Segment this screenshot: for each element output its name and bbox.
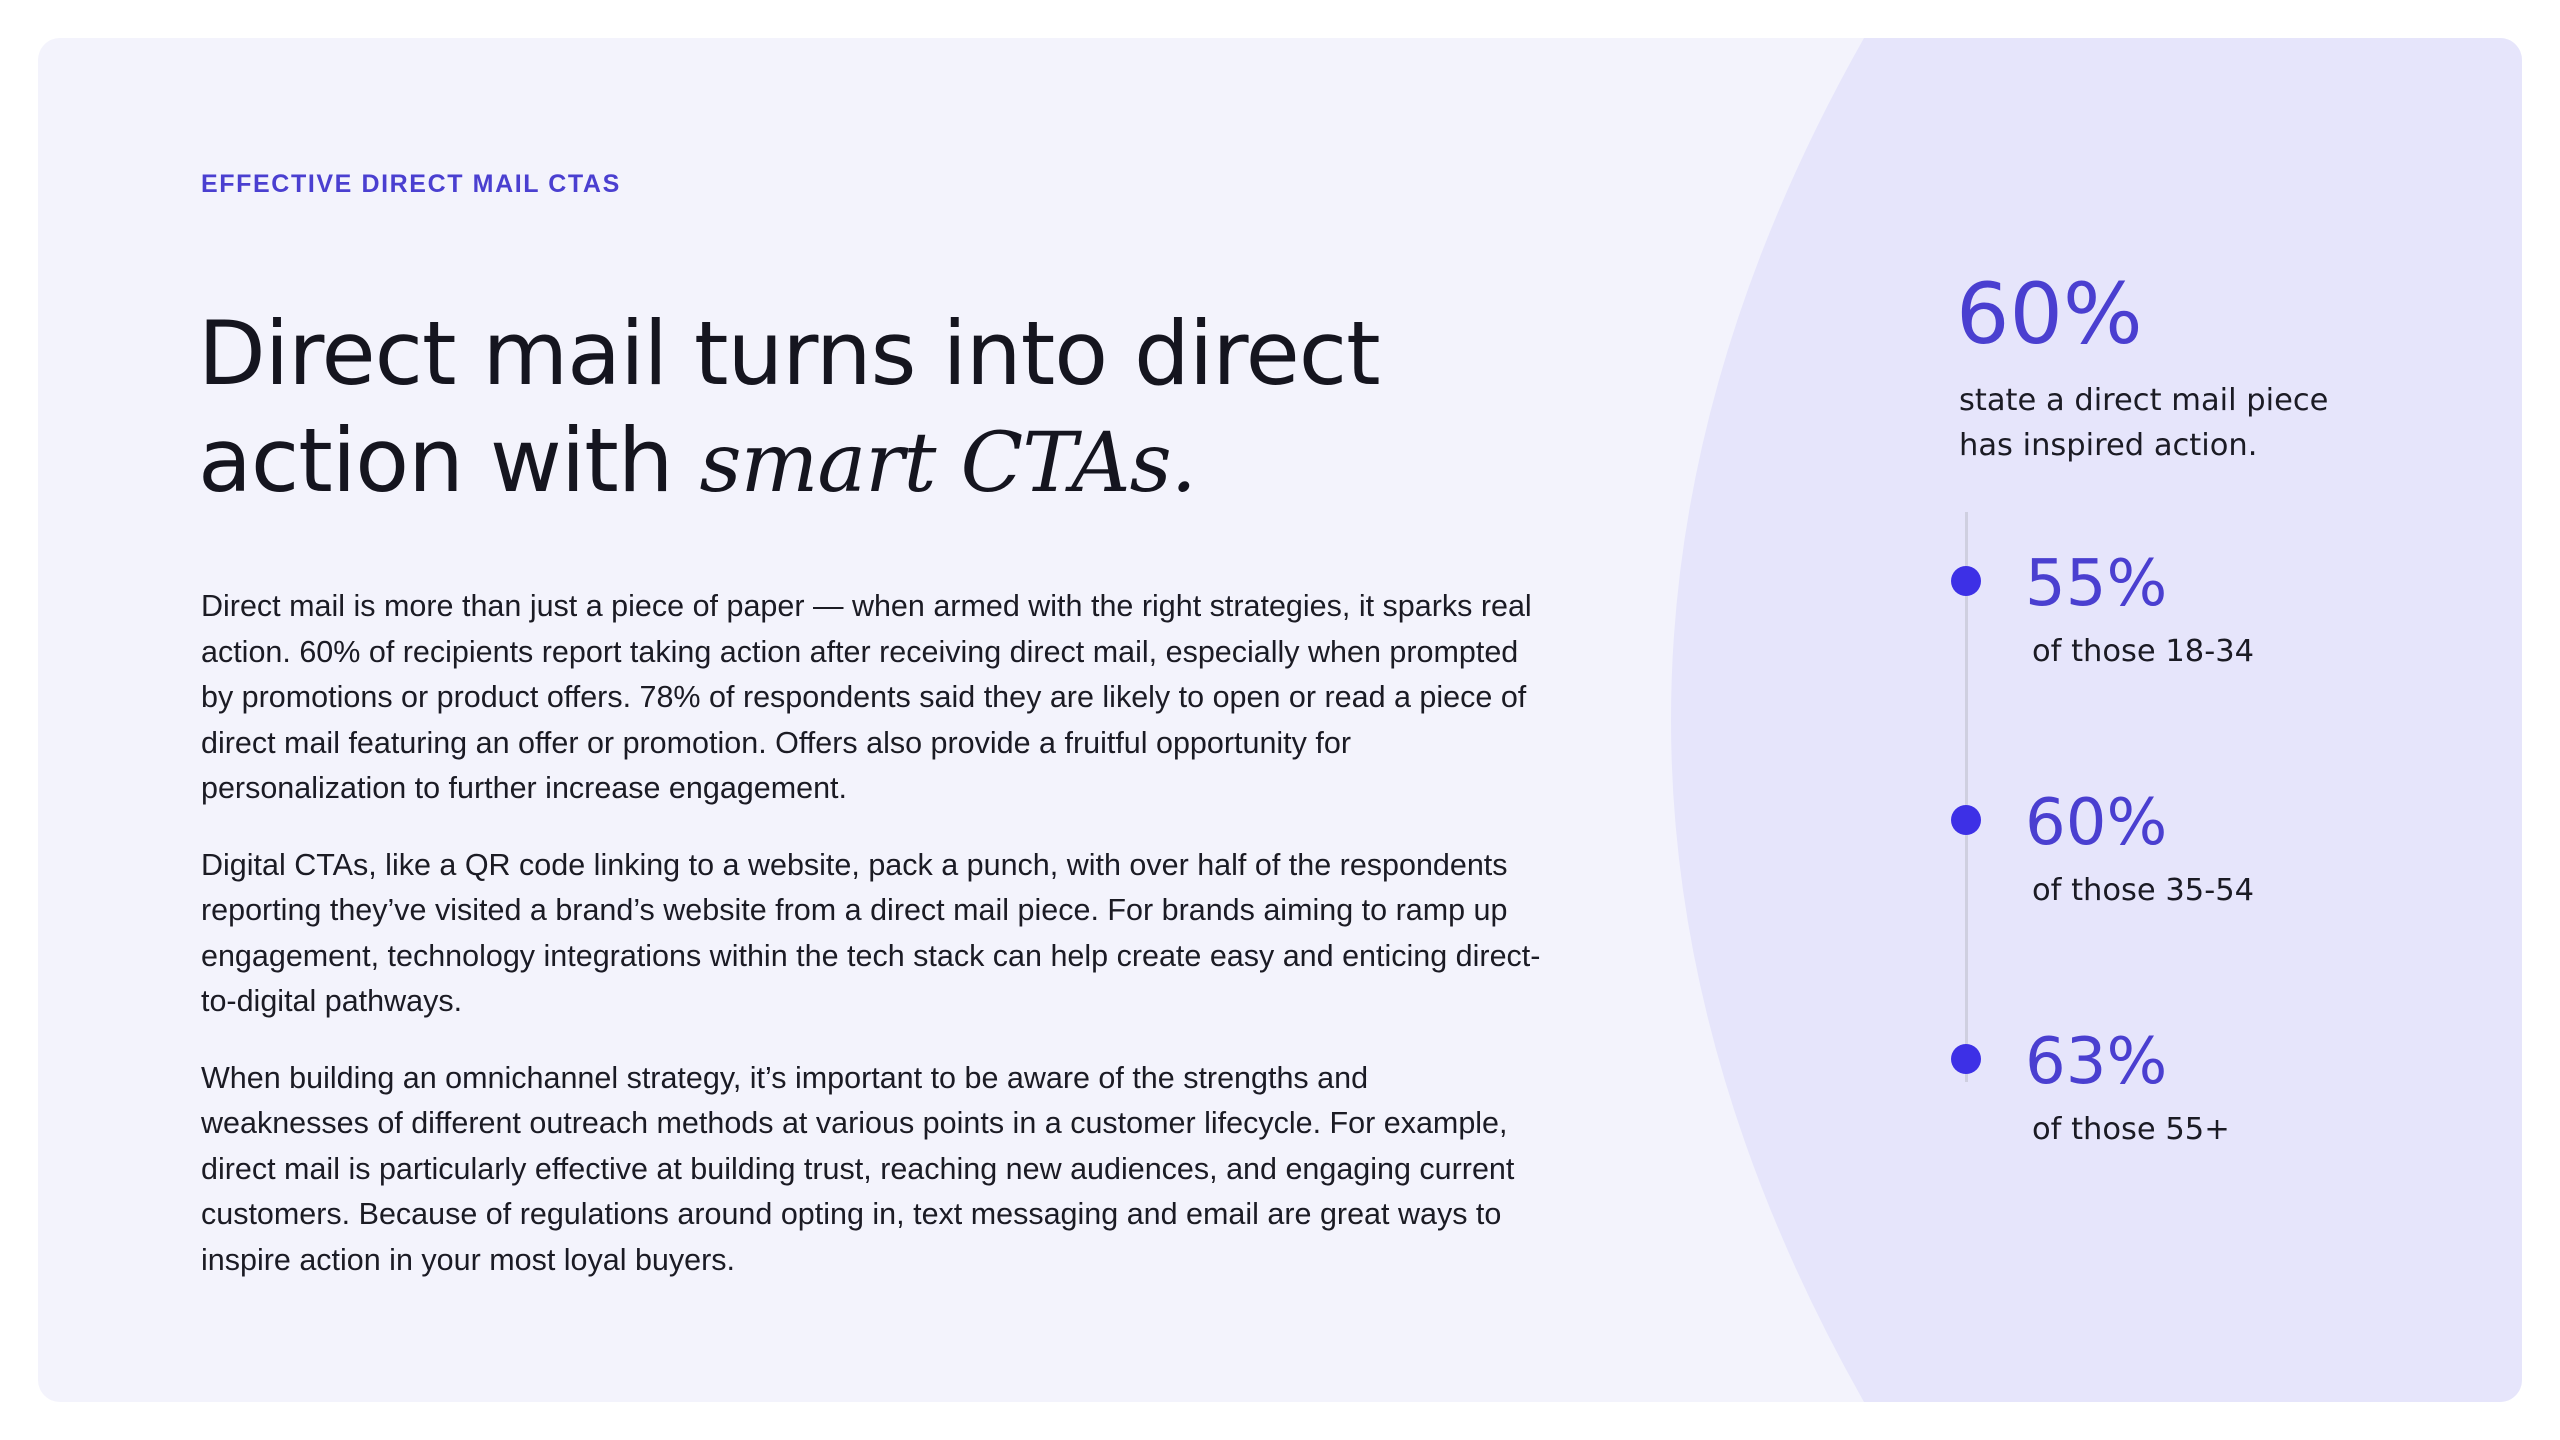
body-paragraph-3: When building an omnichannel strategy, i…: [201, 1060, 1515, 1277]
stats-panel: 60% state a direct mail piece has inspire…: [38, 38, 2522, 1402]
stat-caption-35-54: of those 35-54: [2032, 873, 2255, 908]
main-stat-caption-line-2: has inspired action.: [1959, 428, 2258, 463]
stat-value-18-34: 55%: [2025, 547, 2168, 621]
stat-caption-18-34: of those 18-34: [2032, 634, 2255, 669]
stat-value-35-54: 60%: [2025, 786, 2168, 860]
body-copy: Direct mail is more than just a piece of…: [201, 584, 1541, 1314]
arc-panel-shape: [1671, 38, 2522, 1402]
main-stat-caption-line-1: state a direct mail piece: [1959, 383, 2329, 418]
page-headline: Direct mail turns into direct action with…: [198, 300, 1598, 517]
body-paragraph-2: Digital CTAs, like a QR code linking to …: [201, 847, 1541, 1019]
timeline-line: [1965, 512, 1968, 1082]
stats-arc-panel: [1671, 38, 2522, 1402]
stat-value-55-plus: 63%: [2025, 1025, 2168, 1099]
timeline-dot-1: [1951, 566, 1981, 596]
headline-emphasis: smart CTAs.: [699, 416, 1197, 511]
main-stat-caption: state a direct mail piece has inspired ac…: [1959, 378, 2419, 468]
body-paragraph-1: Direct mail is more than just a piece of…: [201, 589, 1532, 805]
timeline-dot-2: [1951, 805, 1981, 835]
headline-line-1: Direct mail turns into direct: [198, 302, 1381, 405]
stat-caption-55-plus: of those 55+: [2032, 1112, 2230, 1147]
timeline-dot-3: [1951, 1044, 1981, 1074]
headline-line-2: action with: [198, 409, 700, 512]
main-stat-value: 60%: [1956, 265, 2143, 363]
section-eyebrow: EFFECTIVE DIRECT MAIL CTAS: [201, 170, 621, 198]
content-card: EFFECTIVE DIRECT MAIL CTAS Direct mail t…: [38, 38, 2522, 1402]
